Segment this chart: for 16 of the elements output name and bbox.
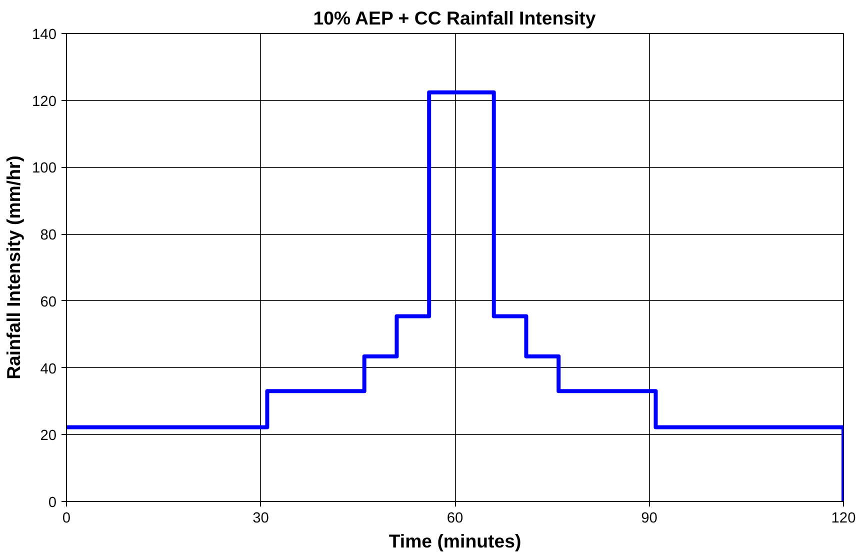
y-tick-label: 120 [32,94,57,110]
chart-title: 10% AEP + CC Rainfall Intensity [313,8,596,28]
y-tick-label: 100 [32,160,57,177]
x-tick-label: 0 [62,510,71,526]
x-tick-label: 90 [641,510,658,526]
y-tick-label: 80 [40,228,57,244]
x-axis-title: Time (minutes) [388,530,522,552]
y-tick-label: 0 [48,495,57,511]
y-axis-title: Rainfall Intensity (mm/hr) [3,156,24,380]
x-tick-label: 120 [831,510,856,526]
y-tick-label: 140 [32,27,57,43]
y-tick-label: 40 [40,361,57,378]
y-tick-label: 60 [40,294,57,310]
x-tick-label: 60 [446,510,464,526]
x-tick-label: 30 [252,510,269,526]
y-tick-label: 20 [40,428,57,444]
